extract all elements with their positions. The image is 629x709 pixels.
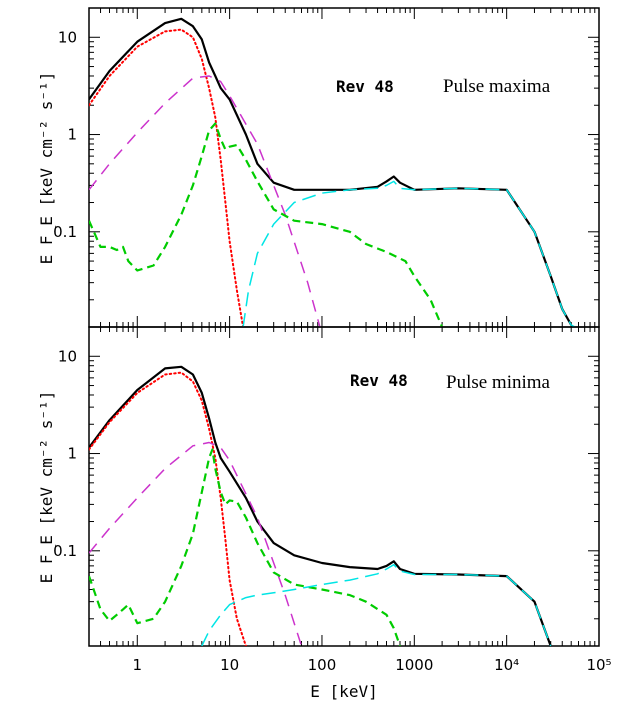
y-tick-label: 0.1 bbox=[53, 223, 77, 241]
top-series-lines bbox=[89, 17, 576, 327]
top-panel: 10 1 0.1 E F_E [keV cm⁻² s⁻¹] Rev 48 Pulse… bbox=[37, 7, 600, 328]
x-tick-label: 1 bbox=[133, 656, 143, 674]
x-tick-label: 100 bbox=[308, 656, 337, 674]
y-tick-label: 1 bbox=[67, 445, 77, 463]
bottom-pulse-label: Pulse minima bbox=[446, 372, 551, 393]
x-tick-label: 10⁵ bbox=[586, 656, 611, 674]
series-line bbox=[242, 180, 576, 327]
series-line bbox=[89, 371, 247, 646]
series-line bbox=[89, 448, 402, 646]
bottom-rev-label: Rev 48 bbox=[350, 371, 408, 390]
bottom-panel: 10 1 0.1 1 10 100 1000 10⁴ 10⁵ E F_E [keV cm⁻² … bbox=[37, 326, 612, 701]
series-line bbox=[89, 441, 303, 646]
x-tick-label: 10⁴ bbox=[494, 656, 519, 674]
bottom-plot-frame bbox=[88, 326, 600, 647]
x-tick-label: 1000 bbox=[395, 656, 433, 674]
x-axis-title: E [keV] bbox=[310, 682, 377, 701]
bottom-axis-ticks bbox=[88, 326, 600, 646]
top-plot-frame bbox=[88, 7, 600, 328]
y-tick-label: 0.1 bbox=[53, 542, 77, 560]
series-line bbox=[89, 17, 573, 326]
bottom-x-tick-labels: 1 10 100 1000 10⁴ 10⁵ bbox=[133, 656, 612, 674]
series-line bbox=[89, 75, 321, 327]
y-tick-label: 10 bbox=[58, 28, 77, 46]
bottom-y-tick-labels: 10 1 0.1 bbox=[53, 347, 77, 560]
top-rev-label: Rev 48 bbox=[336, 77, 394, 96]
top-axis-ticks bbox=[88, 7, 600, 327]
x-tick-label: 10 bbox=[220, 656, 239, 674]
top-y-axis-title: E F_E [keV cm⁻² s⁻¹] bbox=[37, 72, 56, 265]
series-line bbox=[89, 122, 444, 327]
y-tick-label: 10 bbox=[58, 347, 77, 365]
series-line bbox=[89, 365, 552, 646]
top-y-tick-labels: 10 1 0.1 bbox=[53, 28, 77, 241]
series-line bbox=[89, 28, 245, 327]
bottom-series-lines bbox=[89, 365, 552, 646]
y-tick-label: 1 bbox=[67, 126, 77, 144]
series-line bbox=[201, 563, 552, 646]
bottom-y-axis-title: E F_E [keV cm⁻² s⁻¹] bbox=[37, 391, 56, 584]
top-pulse-label: Pulse maxima bbox=[443, 76, 551, 97]
